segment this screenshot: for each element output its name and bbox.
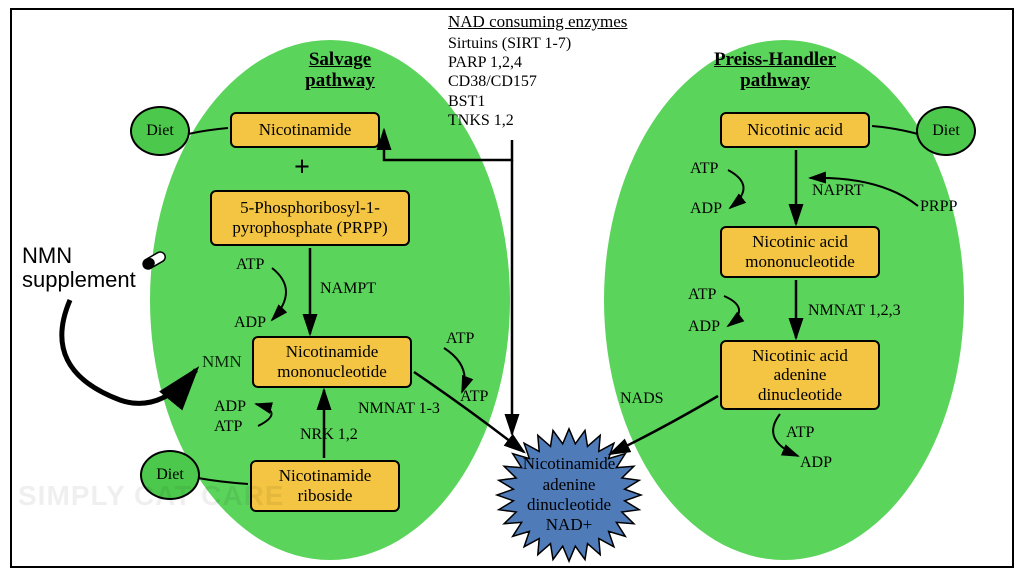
nad-starburst: NicotinamideadeninedinucleotideNAD+: [474, 420, 664, 570]
pill-icon: [140, 250, 170, 275]
lbl-atp-1: ATP: [236, 256, 264, 274]
lbl-adp-4: ADP: [688, 318, 720, 336]
box-prpp: 5-Phosphoribosyl-1-pyrophosphate (PRPP): [210, 190, 410, 246]
lbl-adp-5: ADP: [800, 454, 832, 472]
lbl-atp-7: ATP: [786, 424, 814, 442]
lbl-adp-2: ADP: [214, 398, 246, 416]
watermark: SIMPLY CAT CARE: [18, 480, 285, 512]
lbl-atp-6: ATP: [688, 286, 716, 304]
box-nam-mono: Nicotinamidemononucleotide: [252, 336, 412, 388]
consuming-header: NAD consuming enzymes: [448, 12, 627, 32]
plus-icon: +: [294, 152, 310, 184]
diagram-canvas: Salvage pathway Preiss-Handler pathway N…: [0, 0, 1024, 576]
lbl-adp-3: ADP: [690, 200, 722, 218]
lbl-nmnat123: NMNAT 1,2,3: [808, 302, 901, 320]
diet-bubble-1: Diet: [130, 106, 190, 156]
box-nic-ade: Nicotinic acidadeninedinucleotide: [720, 340, 880, 410]
nad-text: NicotinamideadeninedinucleotideNAD+: [523, 454, 616, 536]
preiss-header: Preiss-Handler pathway: [700, 50, 850, 92]
diet-bubble-3: Diet: [916, 106, 976, 156]
nmn-label: NMN: [202, 352, 242, 372]
lbl-naprt: NAPRT: [812, 182, 864, 200]
lbl-atp-5: ATP: [690, 160, 718, 178]
lbl-atp-2: ATP: [214, 418, 242, 436]
salvage-header: Salvage pathway: [280, 50, 400, 92]
lbl-adp-1: ADP: [234, 314, 266, 332]
lbl-nads: NADS: [620, 390, 664, 408]
lbl-atp-3: ATP: [446, 330, 474, 348]
box-nicotinamide: Nicotinamide: [230, 112, 380, 148]
box-nic-mono: Nicotinic acidmononucleotide: [720, 226, 880, 278]
lbl-nrk12: NRK 1,2: [300, 426, 358, 444]
lbl-nampt: NAMPT: [320, 280, 376, 298]
lbl-prpp: PRPP: [920, 198, 957, 216]
lbl-atp-4: ATP: [460, 388, 488, 406]
consuming-list: Sirtuins (SIRT 1-7)PARP 1,2,4CD38/CD157B…: [448, 34, 571, 130]
box-nic-acid: Nicotinic acid: [720, 112, 870, 148]
lbl-nmnat13: NMNAT 1-3: [358, 400, 440, 418]
nmn-supplement-label: NMNsupplement: [22, 244, 136, 292]
